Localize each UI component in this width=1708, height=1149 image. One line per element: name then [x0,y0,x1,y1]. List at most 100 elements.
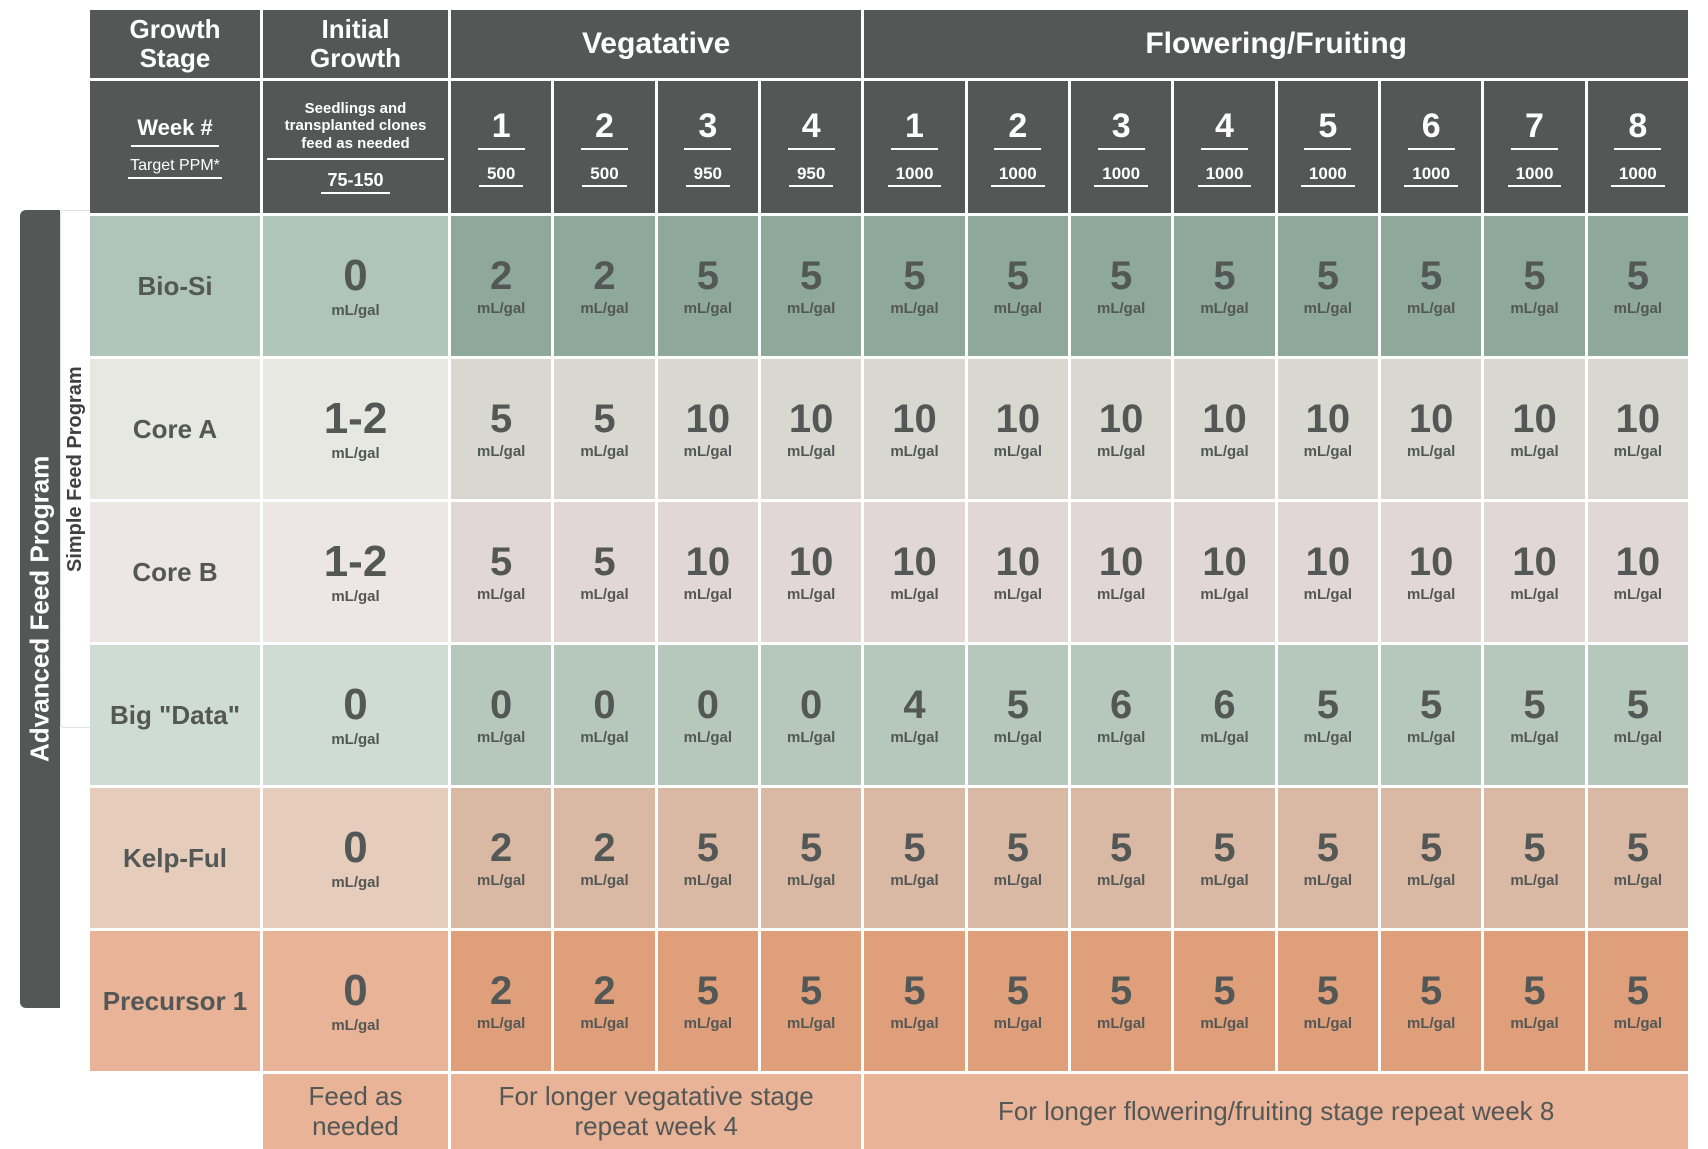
hdr-flower-week-2: 21000 [968,81,1068,213]
hdr-flower-week-6: 61000 [1381,81,1481,213]
cell-Core B-flower-3: 10mL/gal [1071,502,1171,642]
cell-Big "Data"-flower-4: 6mL/gal [1174,645,1274,785]
hdr-week-ppm-labels: Week #Target PPM* [90,81,260,213]
hdr-flower-week-7: 71000 [1484,81,1584,213]
cell-Core A-flower-3: 10mL/gal [1071,359,1171,499]
hdr-veg-week-3: 3950 [658,81,758,213]
tab-simple: Simple Feed Program [60,210,90,728]
cell-Bio-Si-veg-2: 2mL/gal [554,216,654,356]
hdr-veg-week-4: 4950 [761,81,861,213]
page: Advanced Feed Program Simple Feed Progra… [0,0,1708,1100]
cell-Core B-flower-4: 10mL/gal [1174,502,1274,642]
hdr-flowering: Flowering/Fruiting [864,10,1688,78]
cell-Core B-veg-2: 5mL/gal [554,502,654,642]
cell-Core A-flower-1: 10mL/gal [864,359,964,499]
cell-Core A-veg-2: 5mL/gal [554,359,654,499]
cell-Bio-Si-flower-5: 5mL/gal [1278,216,1378,356]
cell-Bio-Si-flower-4: 5mL/gal [1174,216,1274,356]
cell-Precursor 1-flower-1: 5mL/gal [864,931,964,1071]
cell-Kelp-Ful-veg-1: 2mL/gal [451,788,551,928]
cell-Bio-Si-veg-4: 5mL/gal [761,216,861,356]
footer-initial: Feed as needed [263,1074,448,1149]
cell-Kelp-Ful-flower-2: 5mL/gal [968,788,1068,928]
cell-Bio-Si-flower-3: 5mL/gal [1071,216,1171,356]
cell-Core A-veg-1: 5mL/gal [451,359,551,499]
cell-Core A-flower-8: 10mL/gal [1588,359,1688,499]
hdr-vegetative: Vegatative [451,10,861,78]
cell-Kelp-Ful-flower-3: 5mL/gal [1071,788,1171,928]
cell-Bio-Si-initial: 0mL/gal [263,216,448,356]
hdr-veg-week-2: 2500 [554,81,654,213]
cell-Precursor 1-flower-8: 5mL/gal [1588,931,1688,1071]
cell-Precursor 1-flower-4: 5mL/gal [1174,931,1274,1071]
cell-Precursor 1-flower-3: 5mL/gal [1071,931,1171,1071]
cell-Core B-flower-6: 10mL/gal [1381,502,1481,642]
cell-Precursor 1-flower-6: 5mL/gal [1381,931,1481,1071]
cell-Big "Data"-flower-7: 5mL/gal [1484,645,1584,785]
hdr-veg-week-1: 1500 [451,81,551,213]
cell-Core A-flower-5: 10mL/gal [1278,359,1378,499]
hdr-flower-week-5: 51000 [1278,81,1378,213]
cell-Core A-flower-6: 10mL/gal [1381,359,1481,499]
feed-chart-grid: GrowthStageInitialGrowthVegatativeFlower… [90,10,1688,1090]
footer-blank [90,1074,260,1149]
cell-Big "Data"-flower-1: 4mL/gal [864,645,964,785]
cell-Core B-veg-1: 5mL/gal [451,502,551,642]
cell-Kelp-Ful-flower-8: 5mL/gal [1588,788,1688,928]
cell-Big "Data"-flower-3: 6mL/gal [1071,645,1171,785]
cell-Kelp-Ful-flower-6: 5mL/gal [1381,788,1481,928]
cell-Core A-flower-4: 10mL/gal [1174,359,1274,499]
cell-Precursor 1-veg-2: 2mL/gal [554,931,654,1071]
cell-Bio-Si-flower-7: 5mL/gal [1484,216,1584,356]
cell-Big "Data"-veg-4: 0mL/gal [761,645,861,785]
cell-Kelp-Ful-flower-5: 5mL/gal [1278,788,1378,928]
cell-Big "Data"-flower-5: 5mL/gal [1278,645,1378,785]
cell-Kelp-Ful-flower-1: 5mL/gal [864,788,964,928]
cell-Big "Data"-flower-8: 5mL/gal [1588,645,1688,785]
hdr-initial-sub: Seedlings and transplanted clones feed a… [263,81,448,213]
cell-Bio-Si-flower-2: 5mL/gal [968,216,1068,356]
cell-Core A-veg-4: 10mL/gal [761,359,861,499]
cell-Precursor 1-veg-3: 5mL/gal [658,931,758,1071]
cell-Core B-veg-4: 10mL/gal [761,502,861,642]
cell-Kelp-Ful-veg-3: 5mL/gal [658,788,758,928]
cell-Core B-flower-1: 10mL/gal [864,502,964,642]
cell-Bio-Si-flower-8: 5mL/gal [1588,216,1688,356]
rowlabel-Core A: Core A [90,359,260,499]
cell-Precursor 1-initial: 0mL/gal [263,931,448,1071]
rowlabel-Core B: Core B [90,502,260,642]
cell-Precursor 1-veg-1: 2mL/gal [451,931,551,1071]
cell-Core B-flower-5: 10mL/gal [1278,502,1378,642]
cell-Bio-Si-veg-1: 2mL/gal [451,216,551,356]
cell-Kelp-Ful-initial: 0mL/gal [263,788,448,928]
cell-Bio-Si-flower-1: 5mL/gal [864,216,964,356]
cell-Kelp-Ful-flower-4: 5mL/gal [1174,788,1274,928]
cell-Core B-initial: 1-2mL/gal [263,502,448,642]
layout-wrap: Advanced Feed Program Simple Feed Progra… [20,10,1688,1090]
cell-Core A-veg-3: 10mL/gal [658,359,758,499]
cell-Big "Data"-flower-6: 5mL/gal [1381,645,1481,785]
cell-Big "Data"-flower-2: 5mL/gal [968,645,1068,785]
cell-Kelp-Ful-veg-2: 2mL/gal [554,788,654,928]
hdr-growth-stage: GrowthStage [90,10,260,78]
rowlabel-Bio-Si: Bio-Si [90,216,260,356]
side-tabs: Advanced Feed Program Simple Feed Progra… [20,10,90,1090]
rowlabel-Kelp-Ful: Kelp-Ful [90,788,260,928]
cell-Core B-flower-8: 10mL/gal [1588,502,1688,642]
cell-Precursor 1-veg-4: 5mL/gal [761,931,861,1071]
cell-Core A-flower-7: 10mL/gal [1484,359,1584,499]
hdr-flower-week-8: 81000 [1588,81,1688,213]
hdr-flower-week-1: 11000 [864,81,964,213]
footer-flower: For longer flowering/fruiting stage repe… [864,1074,1688,1149]
tab-advanced: Advanced Feed Program [20,210,60,1008]
cell-Bio-Si-veg-3: 5mL/gal [658,216,758,356]
cell-Core A-initial: 1-2mL/gal [263,359,448,499]
cell-Core B-veg-3: 10mL/gal [658,502,758,642]
cell-Kelp-Ful-flower-7: 5mL/gal [1484,788,1584,928]
rowlabel-Big "Data": Big "Data" [90,645,260,785]
hdr-flower-week-3: 31000 [1071,81,1171,213]
cell-Precursor 1-flower-7: 5mL/gal [1484,931,1584,1071]
cell-Precursor 1-flower-2: 5mL/gal [968,931,1068,1071]
hdr-initial-growth: InitialGrowth [263,10,448,78]
cell-Bio-Si-flower-6: 5mL/gal [1381,216,1481,356]
